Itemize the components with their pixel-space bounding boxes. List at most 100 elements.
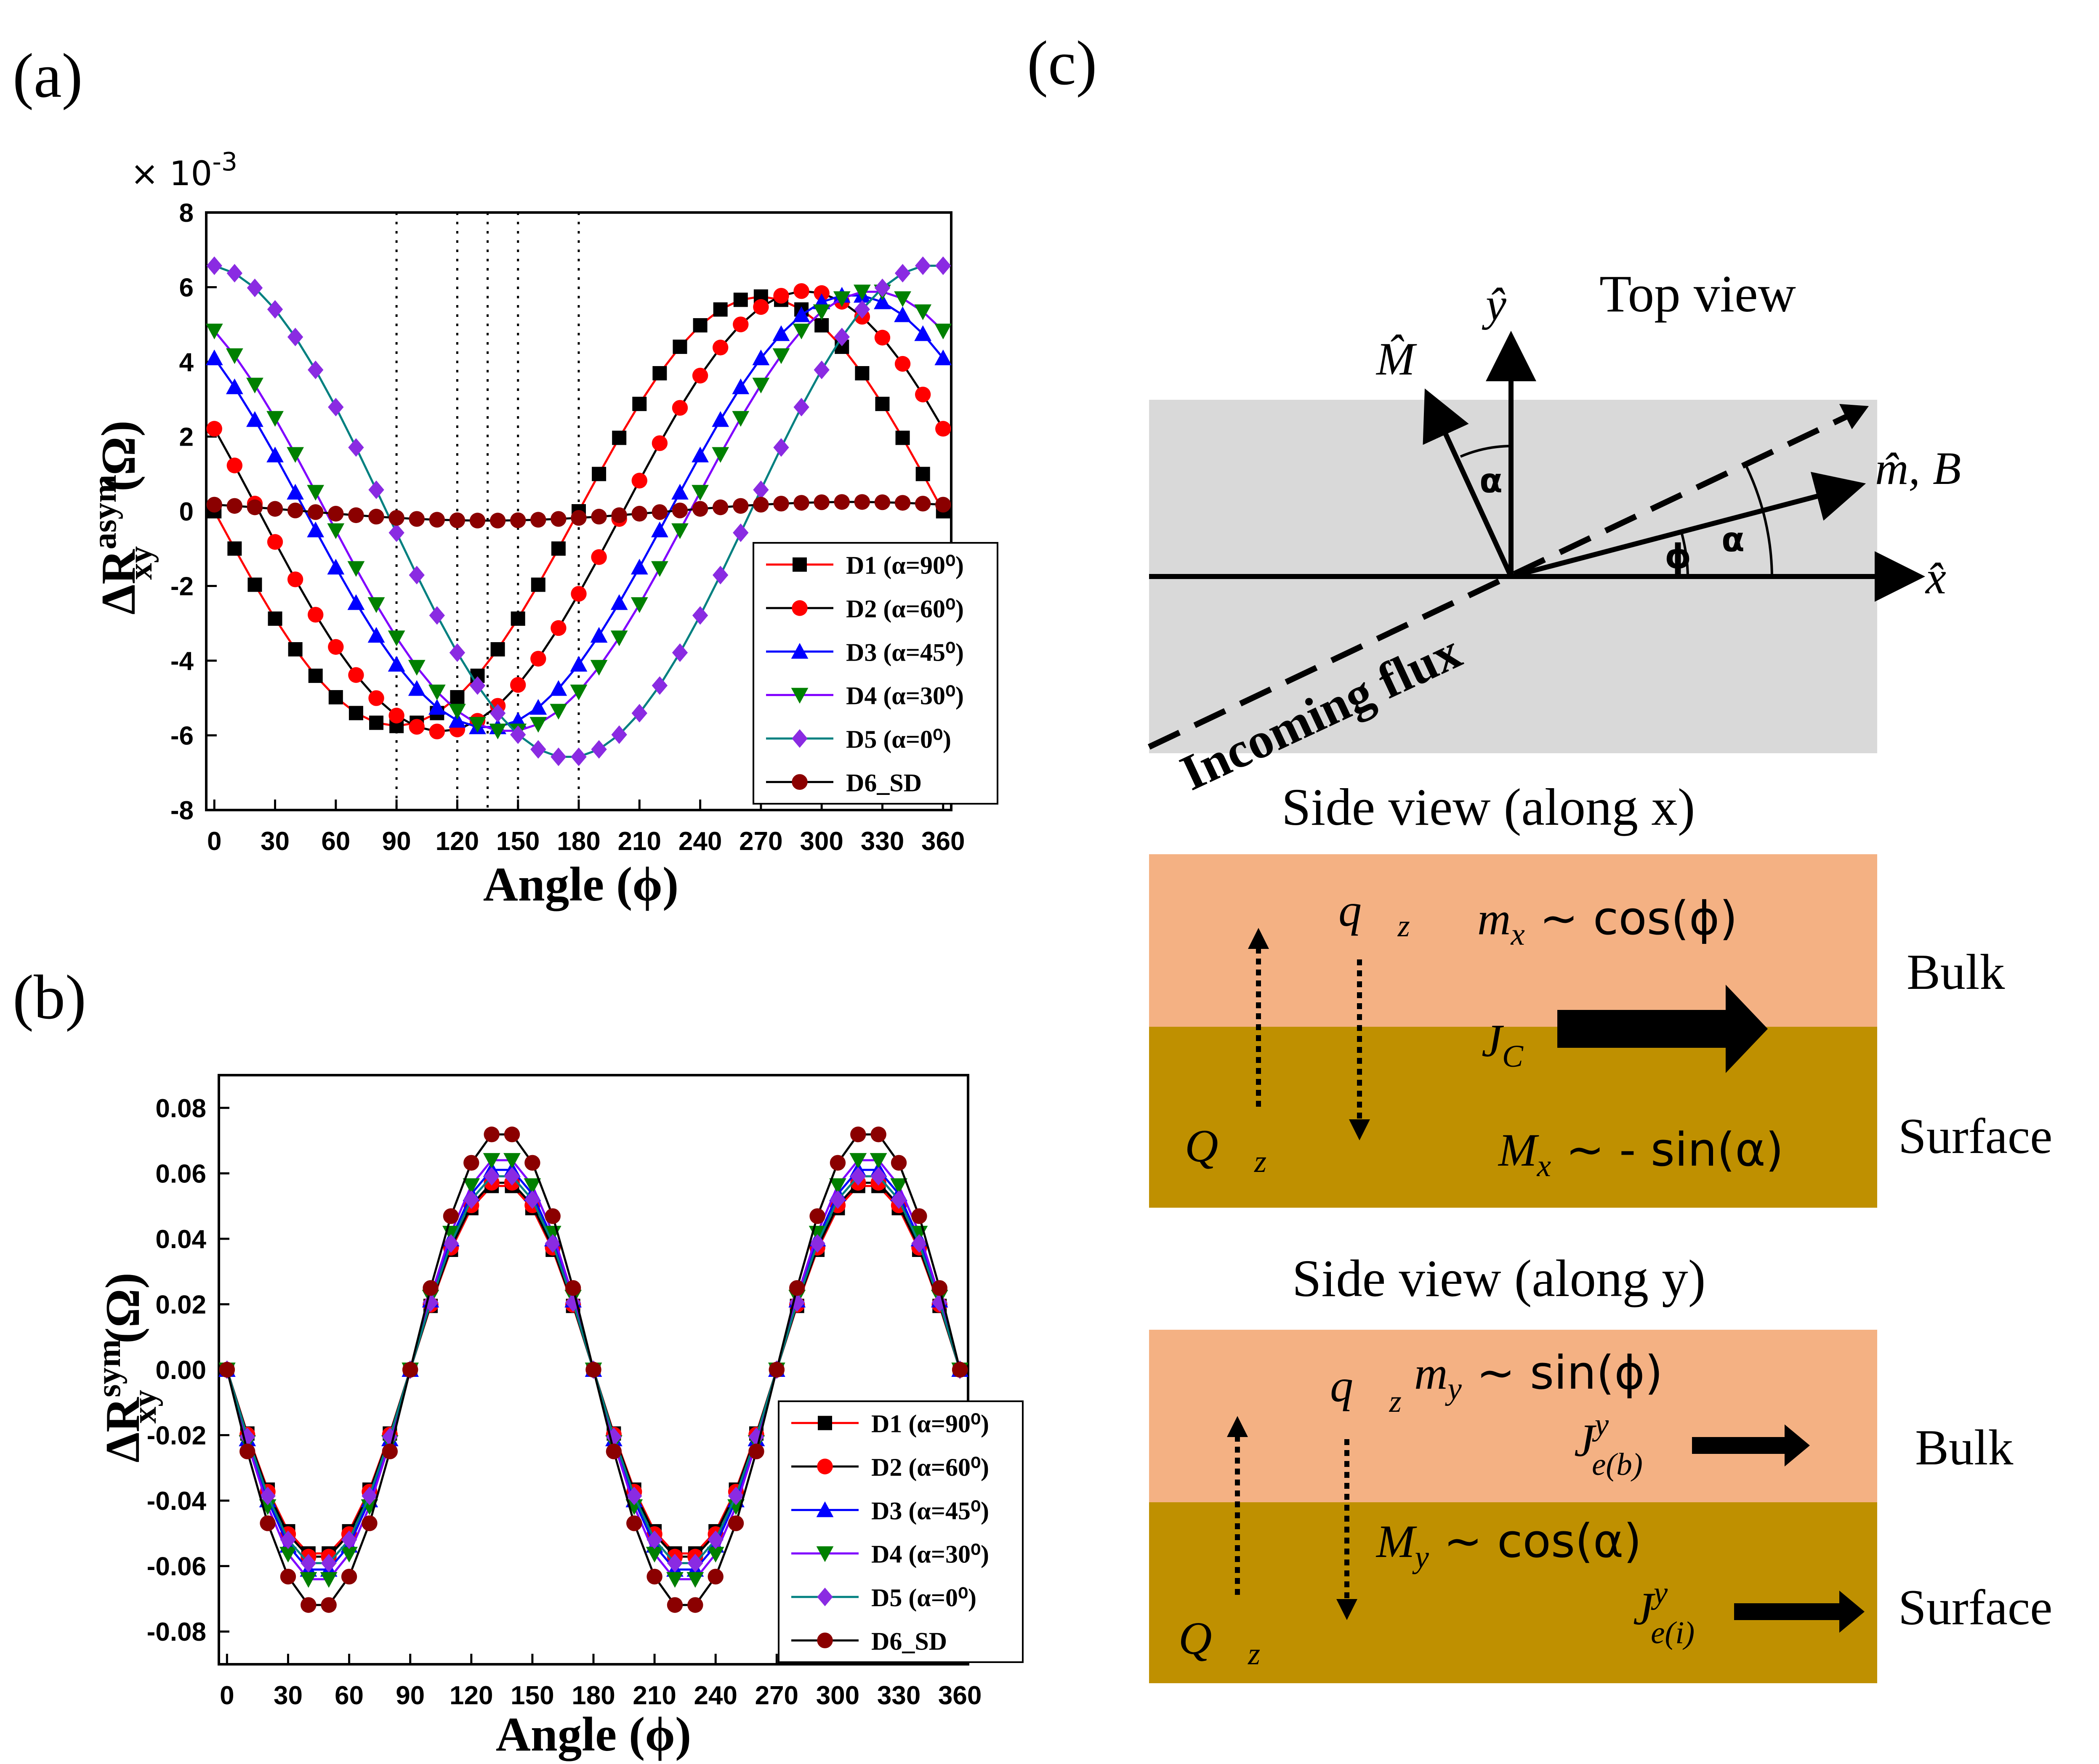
side-view-y-diagram: Side view (along y) Bulk Surface q⃗z Q⃗z… bbox=[1149, 1250, 2052, 1683]
data-point bbox=[733, 498, 749, 514]
qz-label-y: q⃗z bbox=[1330, 1360, 1402, 1419]
data-point bbox=[915, 496, 931, 512]
data-point bbox=[850, 1126, 866, 1142]
data-point bbox=[503, 1153, 521, 1169]
legend-marker bbox=[792, 729, 808, 748]
series-5 bbox=[206, 256, 951, 766]
data-point bbox=[287, 502, 303, 518]
data-point bbox=[646, 1569, 662, 1585]
side-y-bulk-label: Bulk bbox=[1915, 1419, 2013, 1475]
data-point bbox=[511, 611, 525, 626]
data-point bbox=[686, 1572, 704, 1588]
y-tick-label: 0.06 bbox=[155, 1159, 206, 1188]
data-point bbox=[733, 292, 748, 307]
legend-marker bbox=[792, 774, 808, 790]
x-tick-label: 300 bbox=[816, 1681, 859, 1710]
data-point bbox=[712, 566, 729, 584]
data-point bbox=[911, 1234, 927, 1253]
data-point bbox=[348, 667, 364, 683]
legend-marker bbox=[817, 1632, 833, 1649]
flux-arrow-head bbox=[1839, 404, 1869, 429]
data-point bbox=[341, 1530, 357, 1549]
legend-label: D4 (α=30⁰) bbox=[846, 682, 964, 710]
data-point bbox=[570, 656, 588, 672]
side-y-surface-layer bbox=[1149, 1502, 1877, 1683]
data-point bbox=[814, 494, 830, 510]
data-point bbox=[590, 660, 608, 676]
data-point bbox=[752, 377, 770, 394]
data-point bbox=[874, 279, 891, 298]
x-tick-label: 90 bbox=[396, 1681, 425, 1710]
legend-label: D2 (α=60⁰) bbox=[871, 1453, 989, 1481]
data-point bbox=[450, 690, 465, 704]
legend-marker bbox=[817, 1587, 833, 1607]
y-tick-label: 0.04 bbox=[155, 1225, 206, 1254]
data-point bbox=[463, 1155, 479, 1171]
x-tick-label: 330 bbox=[861, 827, 904, 856]
data-point bbox=[834, 494, 850, 510]
data-point bbox=[267, 534, 283, 550]
data-point bbox=[226, 348, 243, 364]
data-point bbox=[239, 1443, 255, 1459]
data-point bbox=[646, 1530, 662, 1549]
data-point bbox=[753, 497, 769, 513]
data-point bbox=[672, 643, 688, 662]
data-point bbox=[287, 571, 303, 587]
data-point bbox=[308, 607, 324, 623]
data-point bbox=[287, 484, 304, 500]
x-tick-label: 120 bbox=[436, 827, 479, 856]
data-point bbox=[388, 523, 404, 542]
data-point bbox=[545, 1208, 561, 1224]
side-x-surface-label: Surface bbox=[1898, 1108, 2052, 1164]
data-point bbox=[308, 360, 324, 380]
data-point bbox=[626, 1515, 642, 1531]
data-point bbox=[328, 398, 344, 417]
data-point bbox=[267, 501, 283, 517]
data-point bbox=[672, 400, 688, 416]
y-tick-label: -0.06 bbox=[147, 1552, 206, 1581]
data-point bbox=[545, 1234, 561, 1253]
data-point bbox=[280, 1530, 296, 1549]
qz-arrowhead-x bbox=[1349, 1119, 1370, 1140]
my-label: my ~ sin(ϕ) bbox=[1414, 1346, 1663, 1406]
M-vector-arrow bbox=[1423, 388, 1514, 578]
side-y-title: Side view (along y) bbox=[1292, 1250, 1705, 1308]
y-tick-label: -2 bbox=[170, 572, 194, 601]
legend: D1 (α=90⁰) D2 (α=60⁰) D3 (α=45⁰) D4 (α=30⁰)… bbox=[778, 1400, 1024, 1663]
data-point bbox=[894, 291, 911, 307]
legend-label: D6_SD bbox=[846, 769, 922, 797]
data-point bbox=[895, 430, 910, 445]
data-point bbox=[829, 1178, 846, 1194]
data-point bbox=[449, 704, 466, 720]
data-point bbox=[341, 1569, 357, 1585]
data-point bbox=[833, 291, 851, 307]
data-point bbox=[753, 299, 769, 315]
data-point bbox=[673, 340, 687, 354]
legend-label: D1 (α=90⁰) bbox=[846, 552, 964, 579]
legend-label: D5 (α=0⁰) bbox=[846, 725, 951, 753]
legend-label: D2 (α=60⁰) bbox=[846, 595, 964, 623]
x-tick-label: 60 bbox=[335, 1681, 364, 1710]
alpha-arc-right bbox=[1745, 466, 1773, 577]
Qz-label-y: Q⃗z bbox=[1179, 1613, 1260, 1671]
data-point bbox=[591, 509, 607, 525]
alpha-label-top: α bbox=[1479, 461, 1503, 500]
data-point bbox=[206, 421, 222, 437]
legend-label: D6_SD bbox=[871, 1627, 947, 1655]
data-point bbox=[708, 1569, 724, 1585]
x-tick-label: 90 bbox=[382, 827, 411, 856]
data-point bbox=[753, 480, 769, 499]
panel-b-xlabel: Angle (ϕ) bbox=[496, 1708, 692, 1761]
data-point bbox=[692, 606, 708, 625]
data-point bbox=[914, 325, 932, 341]
data-point bbox=[368, 690, 384, 706]
data-point bbox=[733, 316, 749, 332]
data-point bbox=[504, 1126, 520, 1142]
data-point bbox=[891, 1190, 907, 1209]
data-point bbox=[631, 704, 647, 723]
y-tick-label: 0.02 bbox=[155, 1290, 206, 1319]
data-point bbox=[850, 1167, 866, 1186]
data-point bbox=[219, 1362, 235, 1378]
data-point bbox=[327, 523, 345, 539]
